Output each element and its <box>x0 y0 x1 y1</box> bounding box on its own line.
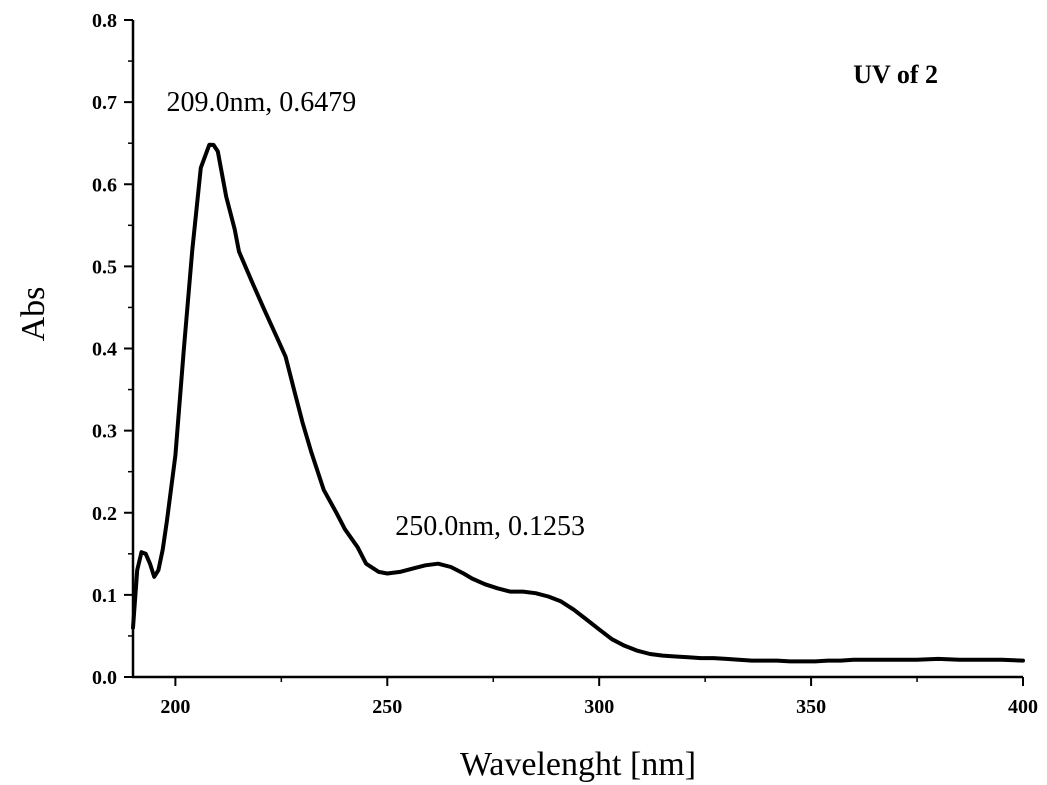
x-tick-label: 200 <box>160 696 190 718</box>
x-tick-label: 300 <box>584 696 614 718</box>
plot-area: 0.0 0.1 0.2 0.3 0.4 0.5 0.6 0.7 0.8 200 250 300 350 4… <box>92 10 1038 718</box>
y-tick-label: 0.3 <box>92 421 117 443</box>
y-tick-label: 0.2 <box>92 503 117 525</box>
y-tick-label: 0.5 <box>92 256 117 278</box>
chart-title: UV of 2 <box>853 60 938 89</box>
absorbance-line <box>131 142 1025 664</box>
y-tick-label: 0.6 <box>92 174 117 196</box>
x-axis-title: Wavelenght [nm] <box>460 746 696 783</box>
y-tick-label: 0.8 <box>92 10 117 32</box>
x-tick-label: 350 <box>796 696 826 718</box>
peak-annotation: 250.0nm, 0.1253 <box>395 511 585 542</box>
y-tick-label: 0.7 <box>92 92 117 114</box>
x-tick-label: 250 <box>372 696 402 718</box>
y-tick-label: 0.1 <box>92 585 117 607</box>
y-tick-label: 0.4 <box>92 339 117 361</box>
peak-annotation: 209.0nm, 0.6479 <box>167 87 357 118</box>
y-axis-title: Abs <box>15 287 52 342</box>
y-tick-label: 0.0 <box>92 667 117 689</box>
x-tick-label: 400 <box>1008 696 1038 718</box>
